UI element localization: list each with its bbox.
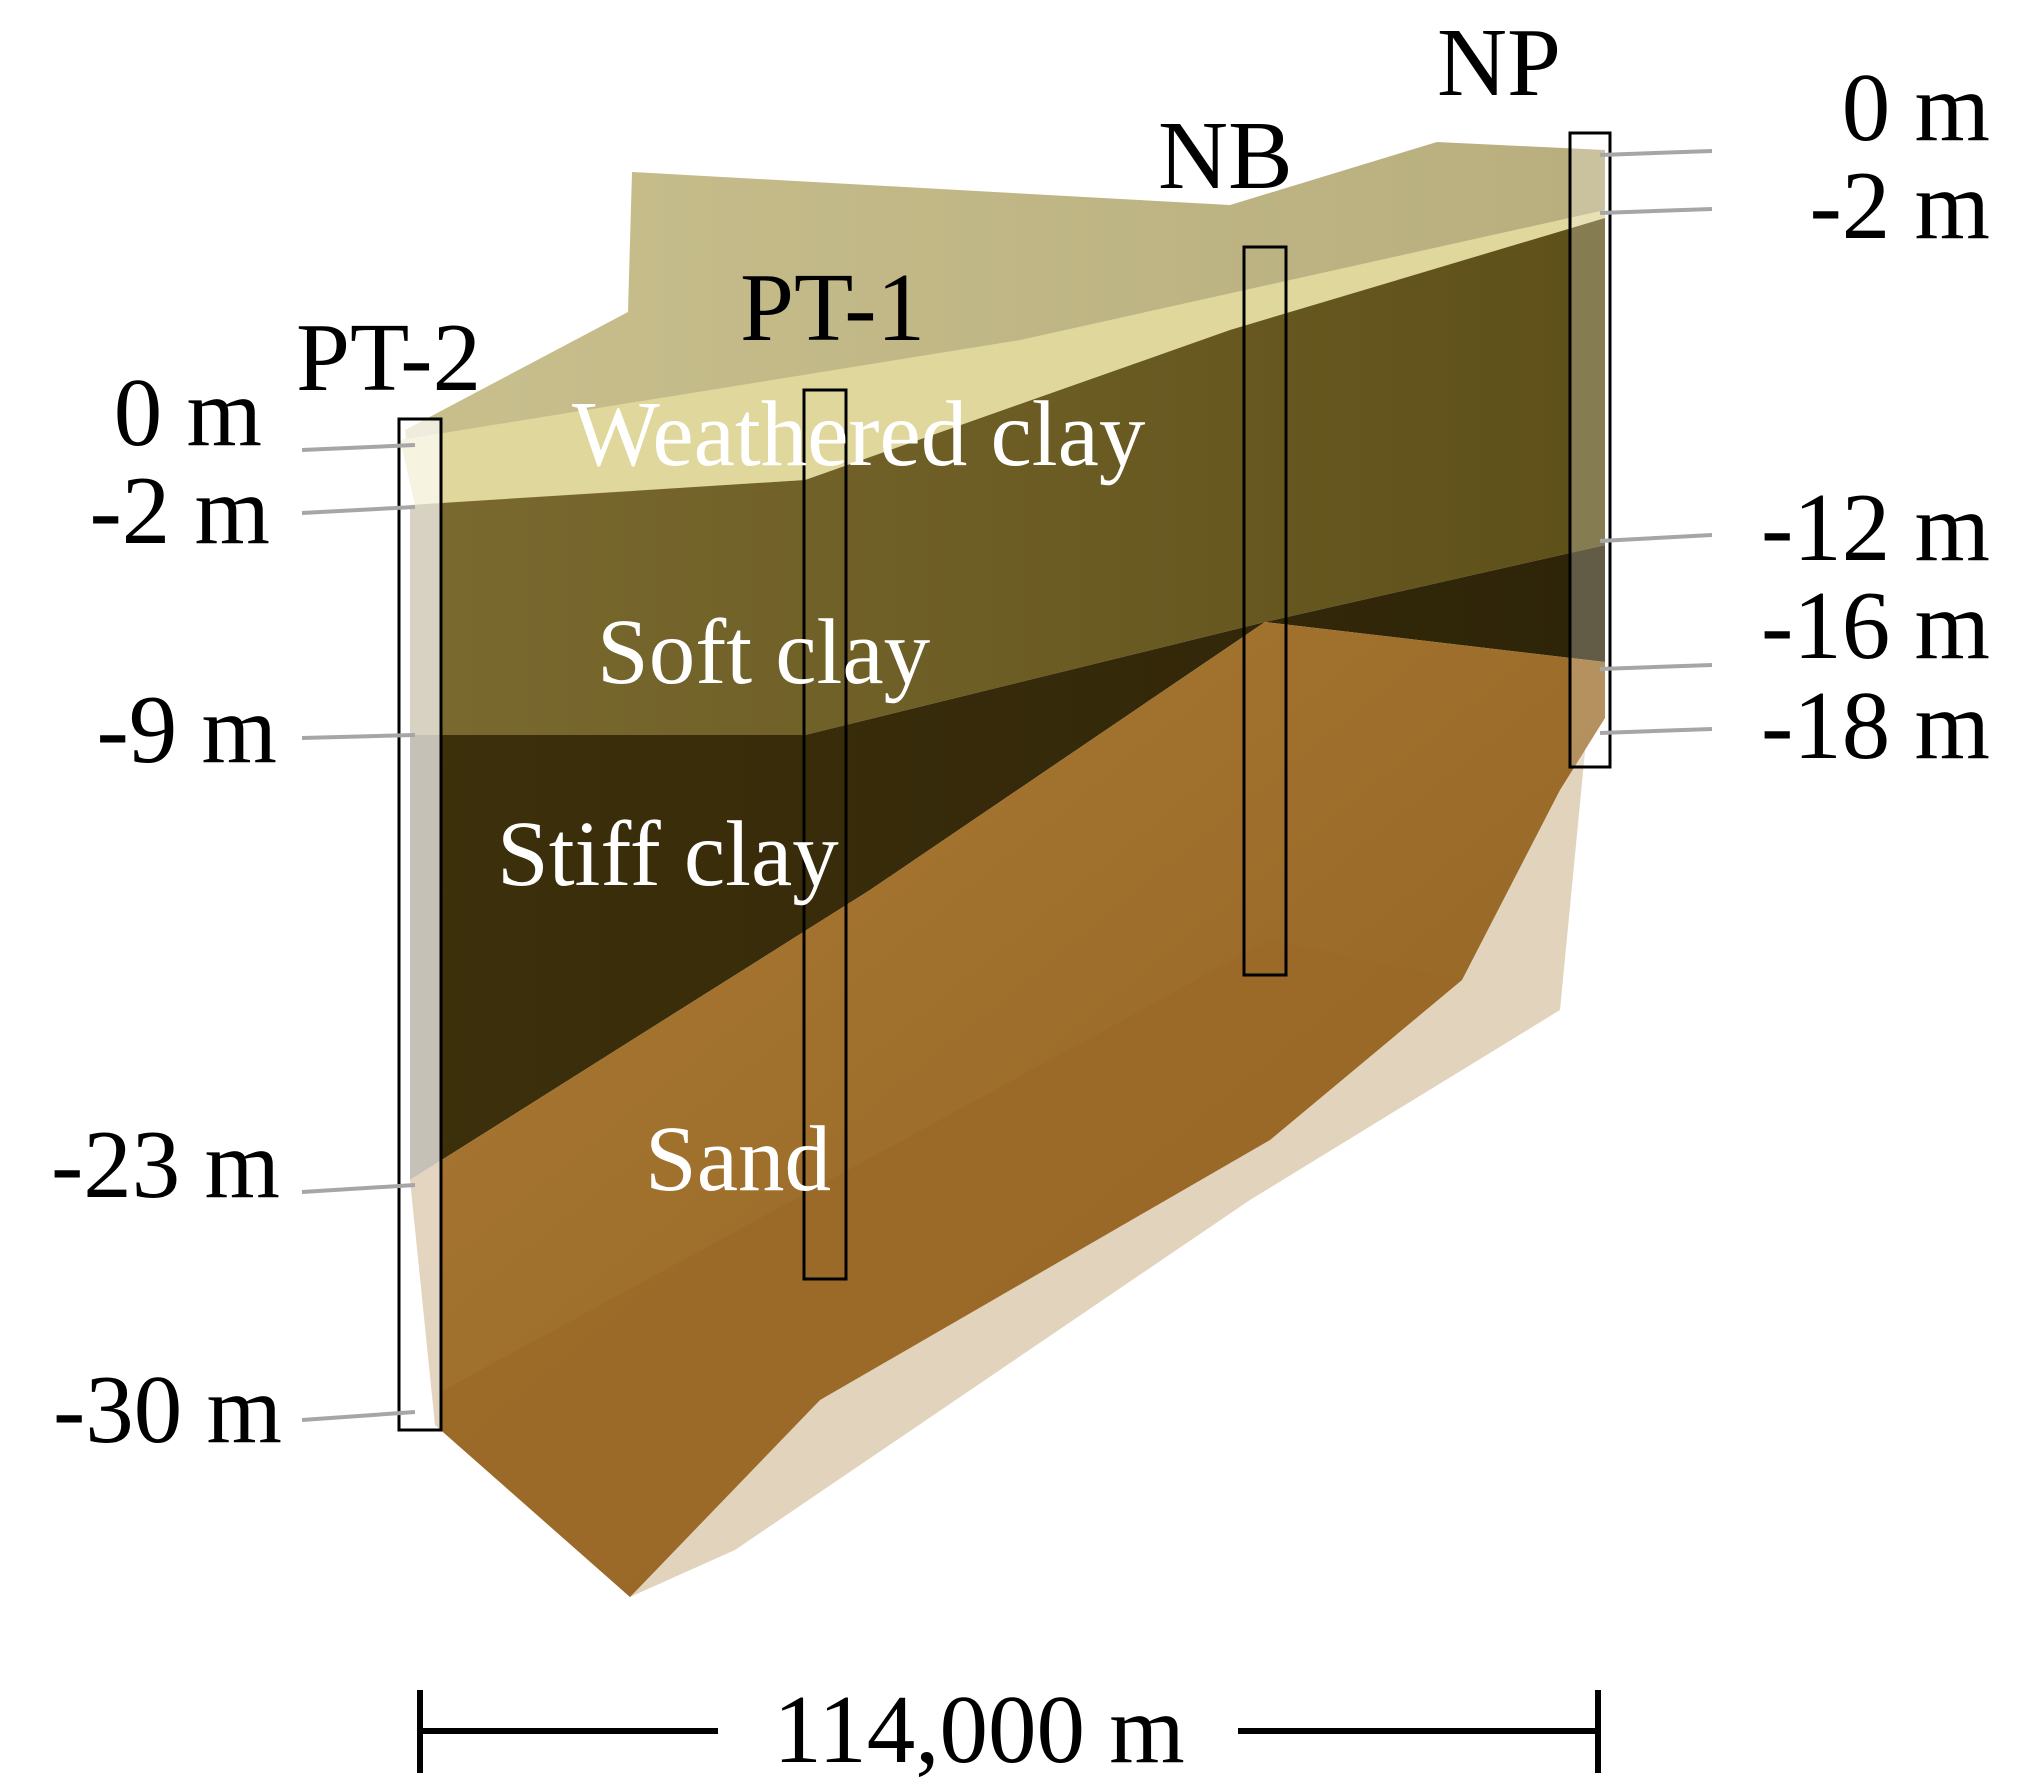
borehole-label-pt2: PT-2 <box>296 304 481 411</box>
left-depth-0: 0 m <box>114 359 262 466</box>
sand-lower-band <box>435 940 1462 1597</box>
right-depth-1: -2 m <box>1809 152 1990 259</box>
scale-bar <box>417 1690 1601 1773</box>
layer-label-weathered: Weathered clay <box>572 383 1146 486</box>
right-depth-4: -18 m <box>1761 672 1990 779</box>
left-depth-4: -30 m <box>53 1356 282 1463</box>
right-depth-2: -12 m <box>1761 474 1990 581</box>
right-depth-3: -16 m <box>1761 572 1990 679</box>
sand-back-face <box>630 700 1590 1597</box>
borehole-label-pt1: PT-1 <box>740 254 925 361</box>
borehole-np <box>1568 131 1612 769</box>
left-depth-leaders <box>301 443 416 1422</box>
scale-label: 114,000 m <box>773 1676 1184 1783</box>
soft-clay-layer <box>410 218 1605 735</box>
borehole-label-np: NP <box>1437 9 1561 116</box>
borehole-pt2 <box>397 417 443 1432</box>
borehole-pt1 <box>802 388 848 1281</box>
stiff-clay-layer <box>410 545 1605 1180</box>
borehole-nb <box>1242 245 1288 977</box>
left-depth-3: -23 m <box>51 1111 280 1218</box>
right-depth-leaders <box>1599 149 1713 735</box>
borehole-label-nb: NB <box>1158 102 1293 209</box>
right-depth-0: 0 m <box>1842 54 1990 161</box>
weathered-clay-layer <box>400 210 1605 505</box>
layer-label-sand: Sand <box>645 1108 831 1211</box>
left-depth-1: -2 m <box>89 457 270 564</box>
left-depth-2: -9 m <box>96 676 277 783</box>
layer-label-stiff: Stiff clay <box>497 803 839 906</box>
layer-label-soft: Soft clay <box>597 601 931 704</box>
